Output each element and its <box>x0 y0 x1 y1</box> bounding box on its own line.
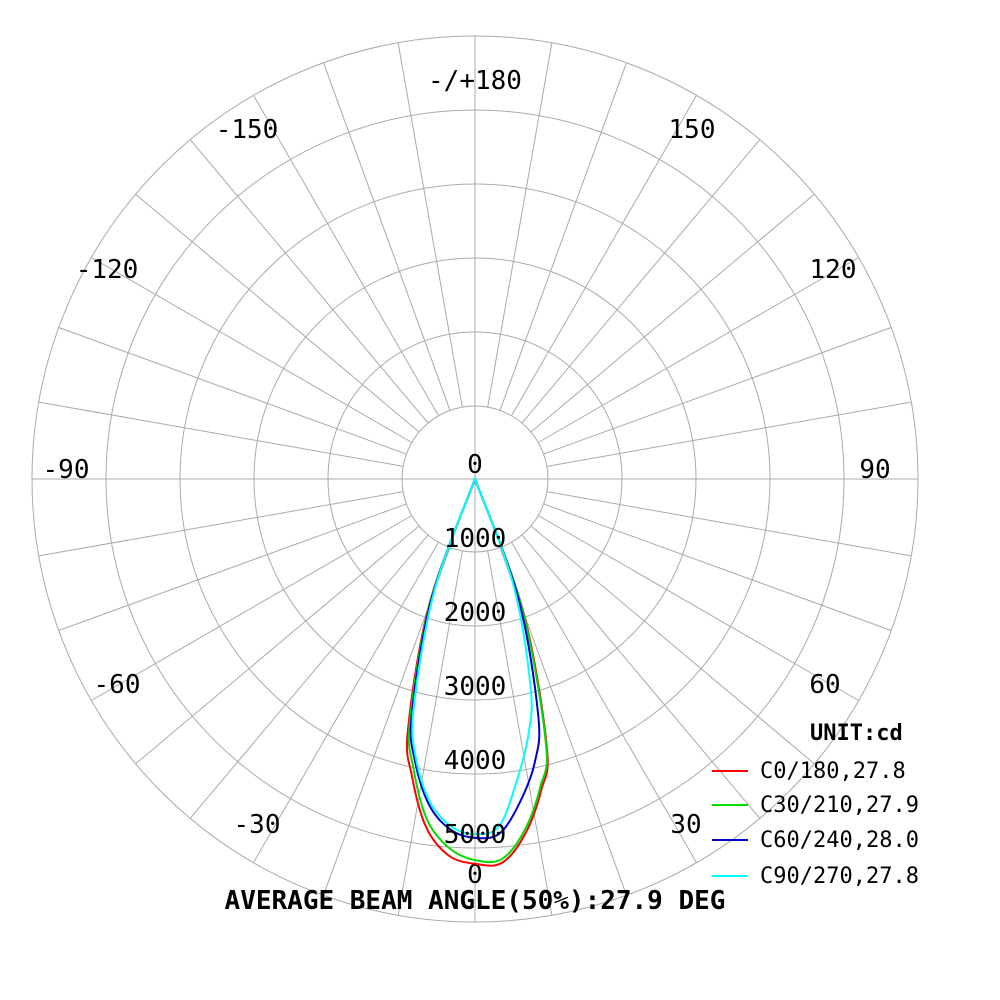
grid-spoke-110 <box>543 327 892 455</box>
grid-spoke-160 <box>499 62 627 411</box>
grid-spoke-50 <box>530 525 815 765</box>
grid-spoke-260 <box>38 401 404 467</box>
grid-spoke-350 <box>397 550 463 916</box>
angle-labels: 0 -/+180 30 60 90 120 150 -30 -60 -90 -1… <box>43 66 891 890</box>
legend-entry-c0: C0/180,27.8 <box>760 759 906 784</box>
grid-spoke-140 <box>521 139 761 424</box>
grid-spoke-30 <box>511 541 697 863</box>
grid-spoke-290 <box>58 503 407 631</box>
radial-tick-label-3000: 3000 <box>444 672 507 702</box>
grid-spoke-190 <box>397 42 463 408</box>
grid-spoke-250 <box>58 327 407 455</box>
grid-spoke-310 <box>135 525 420 765</box>
angle-label-neg60: -60 <box>94 670 141 700</box>
angle-label-120: 120 <box>810 255 857 285</box>
series-curve-2 <box>409 476 541 840</box>
angle-label-90: 90 <box>859 455 890 485</box>
angle-label-60: 60 <box>809 670 840 700</box>
angle-label-150: 150 <box>669 115 716 145</box>
radial-tick-label-4000: 4000 <box>444 746 507 776</box>
grid-spoke-220 <box>189 139 429 424</box>
grid-spoke-120 <box>537 257 859 443</box>
intensity-curves <box>405 476 549 867</box>
grid-spoke-200 <box>323 62 451 411</box>
angle-label-180: -/+180 <box>428 66 522 96</box>
legend-entry-c60: C60/240,28.0 <box>760 828 919 853</box>
legend-entry-c90: C90/270,27.8 <box>760 864 919 889</box>
legend-entry-c30: C30/210,27.9 <box>760 793 919 818</box>
polar-grid <box>31 35 919 923</box>
grid-spoke-70 <box>543 503 892 631</box>
grid-spoke-130 <box>530 193 815 433</box>
radial-tick-label-1000: 1000 <box>444 524 507 554</box>
grid-spoke-230 <box>135 193 420 433</box>
grid-spoke-100 <box>546 401 912 467</box>
radial-tick-labels: 0 1000 2000 3000 4000 5000 <box>444 450 507 850</box>
grid-spoke-320 <box>189 534 429 819</box>
legend-unit-label: UNIT:cd <box>810 721 903 746</box>
legend: UNIT:cd C0/180,27.8 C30/210,27.9 C60/240… <box>712 721 919 889</box>
grid-spoke-170 <box>487 42 553 408</box>
grid-spoke-280 <box>38 491 404 557</box>
grid-spoke-80 <box>546 491 912 557</box>
radial-tick-label-5000: 5000 <box>444 820 507 850</box>
radial-tick-label-2000: 2000 <box>444 598 507 628</box>
radial-tick-label-0: 0 <box>467 450 483 480</box>
grid-spoke-40 <box>521 534 761 819</box>
grid-spoke-60 <box>537 515 859 701</box>
angle-label-neg90: -90 <box>43 455 90 485</box>
angle-label-0: 0 <box>467 860 483 890</box>
angle-label-neg30: -30 <box>234 810 281 840</box>
grid-spoke-300 <box>91 515 413 701</box>
grid-spoke-10 <box>487 550 553 916</box>
grid-spoke-240 <box>91 257 413 443</box>
average-beam-angle-label: AVERAGE BEAM ANGLE(50%):27.9 DEG <box>225 886 726 916</box>
grid-spoke-150 <box>511 95 697 417</box>
angle-label-30: 30 <box>670 810 701 840</box>
angle-label-neg150: -150 <box>216 115 279 145</box>
grid-spoke-210 <box>253 95 439 417</box>
series-curve-3 <box>411 476 533 836</box>
grid-spoke-330 <box>253 541 439 863</box>
angle-label-neg120: -120 <box>76 255 139 285</box>
